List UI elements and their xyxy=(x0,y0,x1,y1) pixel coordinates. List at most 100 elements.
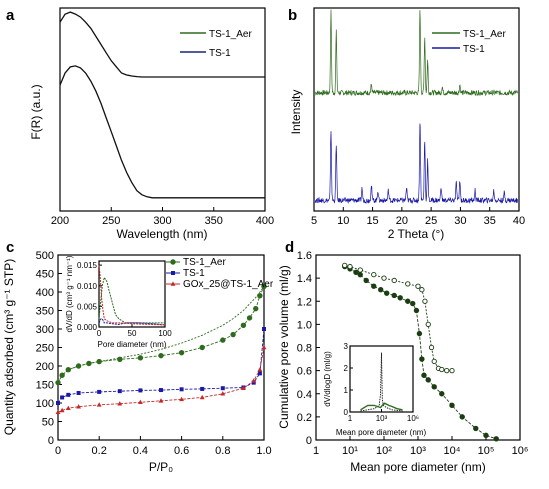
panel-c-letter: c xyxy=(6,239,14,256)
data-point xyxy=(449,402,455,409)
y-tick-label: 100 xyxy=(36,398,54,410)
data-point xyxy=(391,292,397,299)
data-point xyxy=(138,399,143,405)
data-point xyxy=(55,379,61,386)
data-point xyxy=(413,307,420,314)
legend-swatch-marker xyxy=(170,281,176,286)
data-point xyxy=(378,286,384,293)
data-point xyxy=(439,366,445,373)
data-point xyxy=(405,281,411,287)
y-tick-label: 0.4 xyxy=(297,389,312,401)
inset-x-tick-label: 10³ xyxy=(376,414,388,423)
x-tick-label: 10³ xyxy=(410,445,426,457)
y-tick-label: 250 xyxy=(36,343,54,355)
panel-b-letter: b xyxy=(288,7,297,24)
legend-label-ts1-aer: TS-1_Aer xyxy=(209,29,252,40)
data-point xyxy=(220,337,226,343)
y-tick-label: 0.8 xyxy=(297,343,312,355)
data-point xyxy=(240,322,247,328)
inset-x-tick-label: 1 xyxy=(348,414,353,423)
inset-y-tick-label: 1 xyxy=(344,386,349,395)
inset-y-tick-label: 2 xyxy=(344,364,349,373)
inset-x-tick-label: 50 xyxy=(128,329,137,338)
x-tick-label: 25 xyxy=(425,215,437,227)
data-point xyxy=(117,356,123,363)
legend-label-ts1-aer: TS-1_Aer xyxy=(183,257,226,268)
data-point xyxy=(159,388,163,393)
data-point xyxy=(117,401,123,406)
data-point xyxy=(138,388,143,393)
x-tick-label: 0.2 xyxy=(92,445,107,457)
x-tick-label: 0.8 xyxy=(215,445,230,457)
x-tick-label: 15 xyxy=(366,215,378,227)
data-point xyxy=(257,293,263,299)
data-point xyxy=(199,344,205,351)
data-point xyxy=(410,300,416,307)
data-point xyxy=(357,271,363,278)
data-point xyxy=(179,396,184,402)
panel-a-letter: a xyxy=(6,7,15,24)
panel-d-xlabel: Mean pore diameter (nm) xyxy=(350,460,485,474)
data-point xyxy=(342,262,348,269)
legend-label-gox: GOx_25@TS-1_Aer xyxy=(183,279,274,290)
x-tick-label: 250 xyxy=(102,215,120,227)
x-tick-label: 10⁵ xyxy=(478,445,495,457)
data-point xyxy=(158,352,164,359)
data-point xyxy=(493,436,499,442)
inset-series-0 xyxy=(360,352,403,412)
panel-a: a 200 250 300 350 400 Wavelength (nm) F(R) (… xyxy=(6,7,274,241)
y-tick-label: 150 xyxy=(36,380,54,392)
data-point xyxy=(65,405,71,410)
data-point xyxy=(199,394,205,400)
series-line-0 xyxy=(314,9,518,97)
data-point xyxy=(262,327,266,331)
panel-c-xlabel: P/P₀ xyxy=(149,460,173,474)
y-tick-label: 0.2 xyxy=(297,412,312,424)
data-point xyxy=(178,349,185,356)
data-point xyxy=(251,378,257,383)
panel-b-frame xyxy=(313,7,520,212)
y-tick-label: 1.2 xyxy=(297,296,312,308)
y-tick-label: 0 xyxy=(306,435,312,447)
y-tick-label: 0.6 xyxy=(297,366,312,378)
inset-series-1 xyxy=(98,318,166,326)
inset-series-2 xyxy=(98,265,166,326)
panel-c: c 0 0.2 0.4 0.6 0.8 1.0 0 50 100 150 200 250 300 350 4… xyxy=(2,239,274,474)
data-point xyxy=(353,269,359,276)
x-tick-label: 10⁴ xyxy=(444,445,461,457)
data-point xyxy=(158,398,164,403)
data-point xyxy=(431,358,437,365)
data-point xyxy=(383,290,390,296)
series-line-1 xyxy=(344,264,452,372)
data-point xyxy=(65,367,72,373)
data-point xyxy=(241,385,246,390)
data-point xyxy=(200,386,205,391)
x-tick-label: 300 xyxy=(153,215,171,227)
inset-series-1 xyxy=(360,402,403,411)
data-point xyxy=(425,321,431,328)
x-tick-label: 10¹ xyxy=(342,445,358,457)
inset-y-tick-label: 0.015 xyxy=(77,261,98,270)
panel-b-xlabel: 2 Theta (°) xyxy=(388,227,445,241)
x-tick-label: 350 xyxy=(205,215,223,227)
data-point xyxy=(76,391,81,396)
legend-swatch-marker xyxy=(171,271,175,275)
inset-y-tick-label: 0 xyxy=(344,408,349,417)
data-point xyxy=(55,409,61,415)
data-point xyxy=(60,395,65,400)
data-point xyxy=(371,272,377,278)
data-point xyxy=(257,367,263,372)
x-tick-label: 40 xyxy=(513,215,525,227)
inset-x-tick-label: 10⁶ xyxy=(407,414,419,423)
panel-c-legend: TS-1_Aer TS-1 GOx_25@TS-1_Aer xyxy=(166,257,274,290)
data-point xyxy=(357,267,363,273)
panel-c-ylabel: Quantity adsorbed (cm³ g⁻¹ STP) xyxy=(2,259,16,435)
data-point xyxy=(230,331,236,338)
data-point xyxy=(428,344,435,351)
panel-d-letter: d xyxy=(285,239,294,256)
data-point xyxy=(220,386,225,391)
data-point xyxy=(261,283,267,290)
x-tick-label: 5 xyxy=(311,215,317,227)
